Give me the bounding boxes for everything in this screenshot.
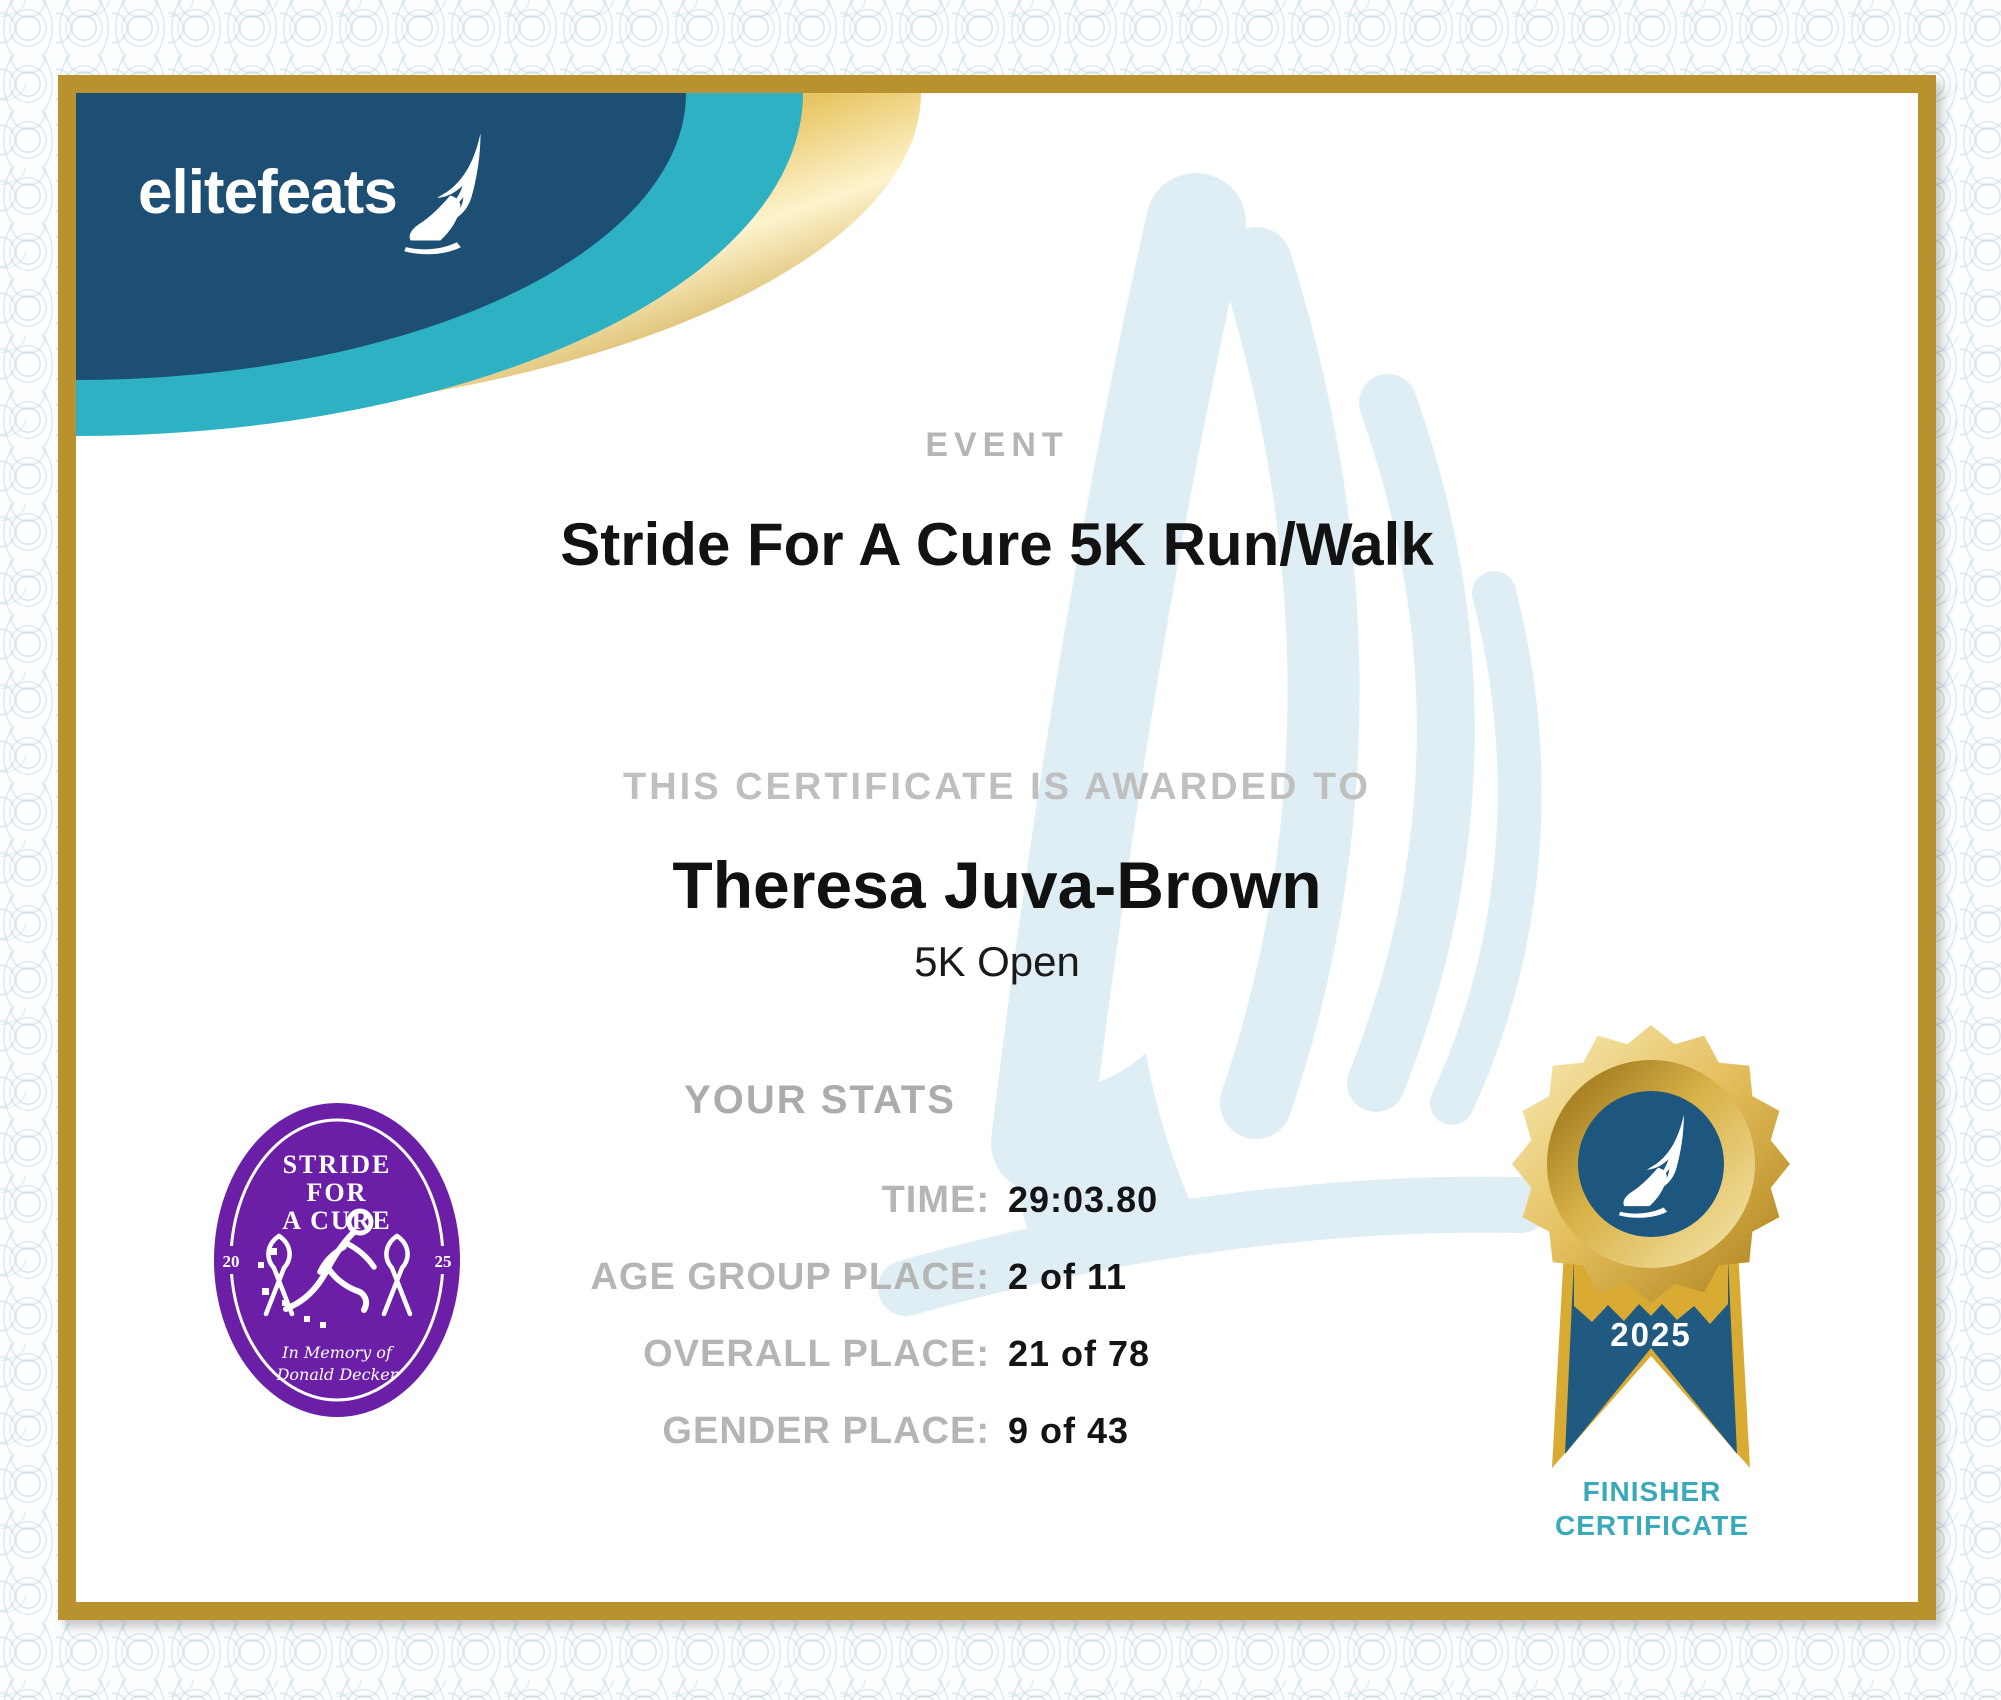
badge-oval: [214, 1103, 460, 1417]
awarded-label: THIS CERTIFICATE IS AWARDED TO: [623, 766, 1371, 808]
badge-year-left: 20: [223, 1252, 240, 1271]
certificate-frame: elitefeats EVENT Stride For A Cure 5K Ru…: [58, 75, 1936, 1620]
finisher-caption: FINISHER CERTIFICATE: [1482, 1475, 1822, 1543]
certificate-body: elitefeats EVENT Stride For A Cure 5K Ru…: [76, 93, 1918, 1602]
badge-memorial-line2: Donald Decker: [276, 1365, 399, 1384]
stat-label: OVERALL PLACE:: [643, 1333, 990, 1375]
stats-list: TIME: 29:03.80 AGE GROUP PLACE: 2 of 11 …: [76, 1177, 1918, 1485]
watermark-leg: [991, 173, 1246, 1193]
stat-row-age-group-place: AGE GROUP PLACE: 2 of 11: [76, 1254, 1918, 1300]
winged-foot-icon: [404, 133, 481, 255]
stat-label: TIME:: [881, 1179, 990, 1221]
badge-ring-gap-right: [426, 1246, 458, 1274]
event-label: EVENT: [925, 426, 1069, 464]
badge-title-line2: FOR: [307, 1178, 368, 1207]
finisher-caption-line1: FINISHER: [1582, 1476, 1722, 1507]
badge-title-line1: STRIDE: [283, 1150, 392, 1179]
finisher-award-badge: 2025: [1512, 1025, 1790, 1468]
award-year: 2025: [1610, 1316, 1691, 1353]
badge-ring-gap-left: [216, 1246, 248, 1274]
awareness-ribbon-icon: [263, 1233, 295, 1317]
watermark-heel: [1015, 1053, 1206, 1253]
badge-title-line3: A CURE: [282, 1206, 392, 1235]
badge-year-right: 25: [435, 1252, 452, 1271]
medal-center-disc: [1578, 1091, 1724, 1237]
division-name: 5K Open: [914, 938, 1080, 985]
stat-value: 9 of 43: [1008, 1410, 1130, 1451]
badge-memorial-line1: In Memory of: [281, 1343, 395, 1362]
runner-name: Theresa Juva-Brown: [672, 848, 1322, 922]
finisher-caption-line2: CERTIFICATE: [1554, 1510, 1750, 1541]
watermark-feather-2: [1347, 374, 1475, 1112]
stat-label: GENDER PLACE:: [662, 1410, 990, 1452]
event-title: Stride For A Cure 5K Run/Walk: [560, 511, 1434, 578]
stat-value: 2 of 11: [1008, 1256, 1128, 1297]
runner-icon: [258, 1208, 377, 1328]
stat-row-time: TIME: 29:03.80: [76, 1177, 1918, 1223]
brand-logo-text: elitefeats: [138, 158, 398, 227]
stat-row-gender-place: GENDER PLACE: 9 of 43: [76, 1408, 1918, 1454]
watermark-feather-3: [1430, 571, 1542, 1125]
header-swoosh-art: [76, 93, 921, 436]
stat-value: 29:03.80: [1008, 1179, 1159, 1220]
stat-row-overall-place: OVERALL PLACE: 21 of 78: [76, 1331, 1918, 1377]
watermark-sole: [878, 1176, 1549, 1316]
awareness-ribbon-icon: [381, 1233, 413, 1317]
stat-value: 21 of 78: [1008, 1333, 1151, 1374]
stat-label: AGE GROUP PLACE:: [590, 1256, 990, 1298]
event-logo-badge: STRIDE FOR A CURE 20 25: [214, 1103, 460, 1417]
watermark-feather-1: [1220, 227, 1360, 1139]
stats-heading: YOUR STATS: [684, 1078, 956, 1122]
ribbon-banner: [1565, 1258, 1737, 1454]
navy-swoosh: [76, 93, 686, 380]
winged-foot-watermark-icon: [878, 173, 1549, 1316]
brand-logo: elitefeats: [138, 133, 483, 257]
